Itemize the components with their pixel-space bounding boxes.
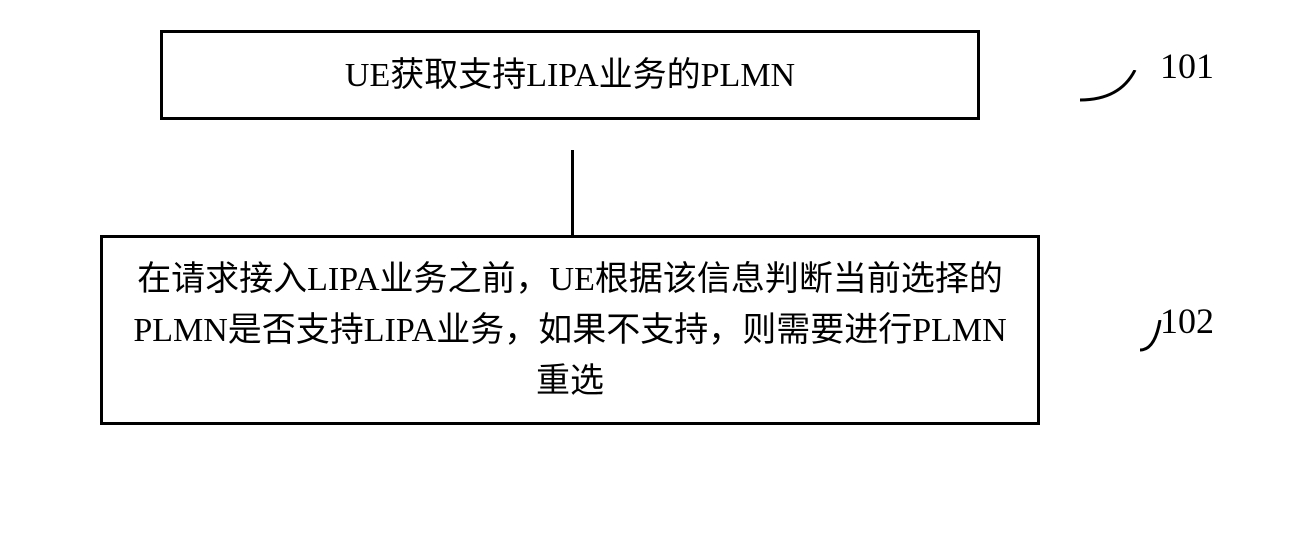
connector-101 — [1080, 70, 1160, 110]
node-101-label: 101 — [1160, 45, 1214, 87]
node-101-text: UE获取支持LIPA业务的PLMN — [345, 50, 795, 101]
node-102-text: 在请求接入LIPA业务之前，UE根据该信息判断当前选择的PLMN是否支持LIPA… — [133, 254, 1007, 407]
flowchart-container: UE获取支持LIPA业务的PLMN 101 在请求接入LIPA业务之前，UE根据… — [100, 30, 1200, 425]
arrow-line — [571, 150, 574, 240]
flowchart-node-102: 在请求接入LIPA业务之前，UE根据该信息判断当前选择的PLMN是否支持LIPA… — [100, 235, 1040, 425]
node-102-label: 102 — [1160, 300, 1214, 342]
flowchart-node-101: UE获取支持LIPA业务的PLMN — [160, 30, 980, 120]
